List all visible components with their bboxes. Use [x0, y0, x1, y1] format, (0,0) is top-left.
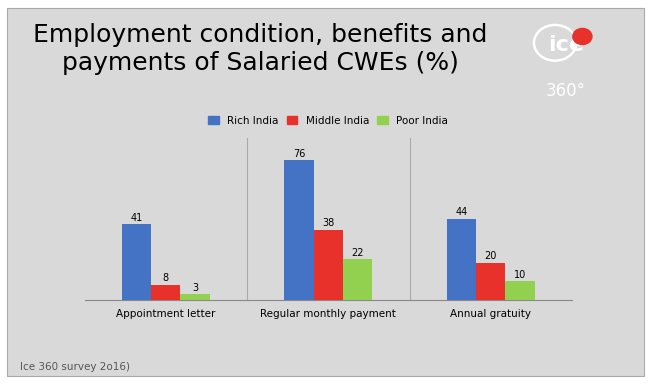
Text: 76: 76	[292, 149, 306, 159]
FancyBboxPatch shape	[6, 8, 644, 376]
Text: Employment condition, benefits and
payments of Salaried CWEs (%): Employment condition, benefits and payme…	[32, 23, 487, 75]
Text: 38: 38	[322, 218, 334, 228]
Text: 3: 3	[192, 283, 198, 293]
Bar	[122, 224, 151, 300]
Text: 360°: 360°	[546, 82, 586, 99]
Text: 44: 44	[456, 207, 467, 217]
Text: 22: 22	[351, 248, 364, 258]
Bar	[476, 263, 506, 300]
Text: Ice 360 survey 2o16): Ice 360 survey 2o16)	[20, 362, 129, 372]
Bar	[343, 259, 372, 300]
Bar	[506, 281, 535, 300]
Text: 20: 20	[484, 252, 497, 262]
Legend: Rich India, Middle India, Poor India: Rich India, Middle India, Poor India	[204, 111, 452, 130]
Text: 10: 10	[514, 270, 526, 280]
Text: 41: 41	[131, 213, 142, 223]
Text: 8: 8	[162, 273, 169, 283]
Bar	[151, 285, 181, 300]
Bar	[313, 230, 343, 300]
Bar	[181, 294, 209, 300]
Circle shape	[573, 28, 592, 45]
Bar	[285, 160, 313, 300]
Text: ice: ice	[548, 35, 584, 55]
Bar	[447, 219, 476, 300]
